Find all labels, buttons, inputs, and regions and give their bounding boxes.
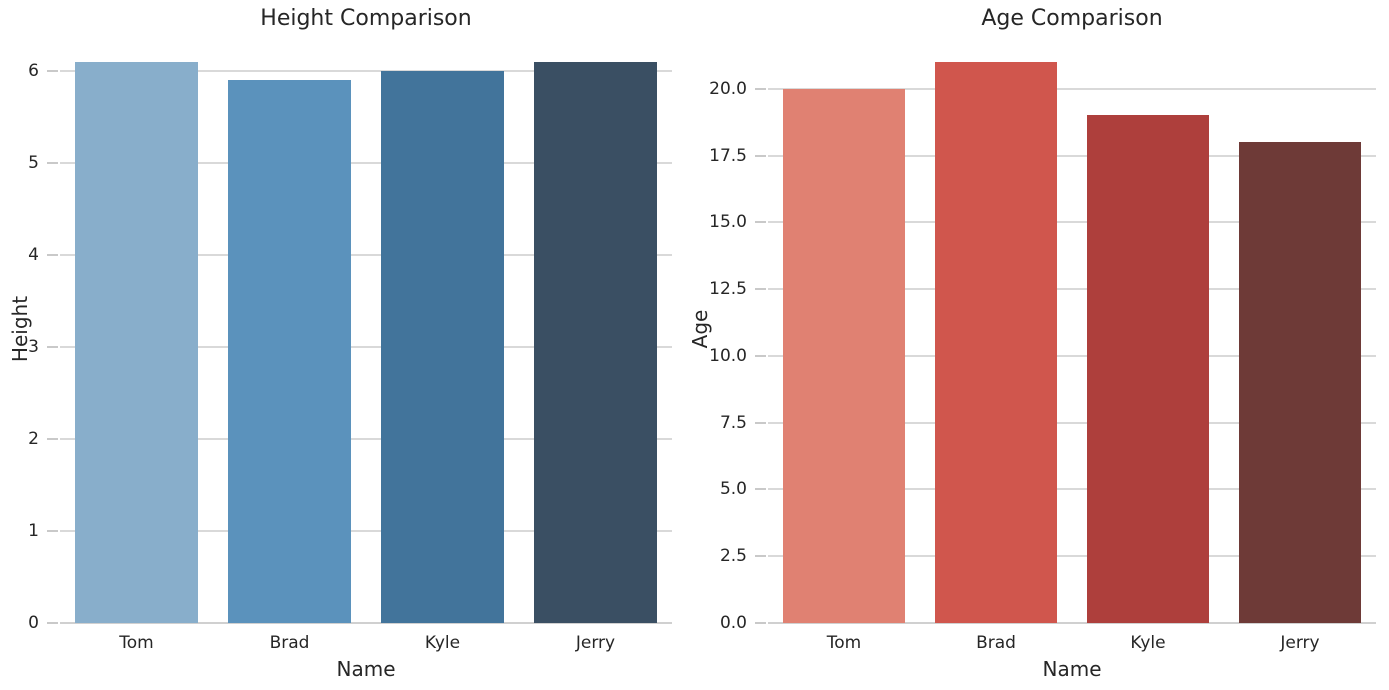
y-tick-mark <box>47 530 58 533</box>
y-tick-label: 5.0 <box>719 479 747 500</box>
y-tick-label: 20.0 <box>709 78 747 99</box>
chart-title: Age Comparison <box>981 6 1163 31</box>
y-tick-mark <box>755 421 766 424</box>
x-axis-label: Name <box>1042 657 1102 681</box>
gridline <box>60 254 672 257</box>
x-tick-label: Kyle <box>424 633 461 653</box>
gridline <box>768 488 1376 491</box>
bar-jerry <box>1239 142 1361 623</box>
bar-brad <box>935 62 1057 623</box>
x-axis-line <box>60 622 672 624</box>
y-tick-mark <box>47 70 58 73</box>
y-tick-mark <box>47 622 58 624</box>
gridline <box>60 162 672 165</box>
y-tick-mark <box>755 221 766 224</box>
gridline <box>768 421 1376 424</box>
gridline <box>768 154 1376 157</box>
x-tick-label: Brad <box>976 633 1016 653</box>
y-tick-mark <box>755 87 766 90</box>
y-tick-label: 2 <box>28 429 39 450</box>
y-tick-label: 2.5 <box>719 546 747 567</box>
x-tick-label: Jerry <box>1280 633 1320 653</box>
gridline <box>60 530 672 533</box>
x-axis-label: Name <box>336 657 396 681</box>
y-tick-label: 5 <box>28 153 39 174</box>
y-tick-mark <box>47 162 58 165</box>
x-tick-label: Tom <box>826 633 862 653</box>
bar-jerry <box>534 62 657 623</box>
x-tick-label: Kyle <box>1130 633 1166 653</box>
y-tick-mark <box>755 288 766 291</box>
chart-title: Height Comparison <box>260 6 472 31</box>
bar-kyle <box>1087 115 1209 623</box>
y-tick-label: 4 <box>28 245 39 266</box>
bar-tom <box>75 62 198 623</box>
x-tick-label: Brad <box>269 633 310 653</box>
y-axis-label: Age <box>688 309 712 348</box>
x-tick-label: Tom <box>119 633 154 653</box>
y-tick-mark <box>47 346 58 349</box>
y-tick-label: 6 <box>28 61 39 82</box>
y-tick-label: 12.5 <box>709 279 747 300</box>
y-tick-mark <box>755 622 766 624</box>
y-tick-label: 7.5 <box>719 412 747 433</box>
gridline <box>60 346 672 349</box>
gridline <box>768 555 1376 558</box>
gridline <box>768 354 1376 357</box>
bar-tom <box>783 88 905 623</box>
y-tick-mark <box>755 354 766 357</box>
x-axis-line <box>768 622 1376 624</box>
y-tick-mark <box>47 254 58 257</box>
y-tick-mark <box>755 488 766 491</box>
gridline <box>768 87 1376 90</box>
y-tick-label: 3 <box>28 337 39 358</box>
y-tick-mark <box>755 555 766 558</box>
y-tick-label: 1 <box>28 521 39 542</box>
y-tick-mark <box>47 438 58 441</box>
gridline <box>768 288 1376 291</box>
bar-brad <box>228 80 351 623</box>
x-tick-label: Jerry <box>575 633 616 653</box>
y-tick-label: 0 <box>28 613 39 633</box>
y-tick-label: 17.5 <box>709 145 747 166</box>
gridline <box>768 221 1376 224</box>
y-tick-label: 15.0 <box>709 212 747 233</box>
bar-kyle <box>381 71 504 623</box>
gridline <box>60 438 672 441</box>
y-tick-label: 10.0 <box>709 345 747 366</box>
y-tick-label: 0.0 <box>719 613 747 633</box>
gridline <box>60 70 672 73</box>
y-tick-mark <box>755 154 766 157</box>
